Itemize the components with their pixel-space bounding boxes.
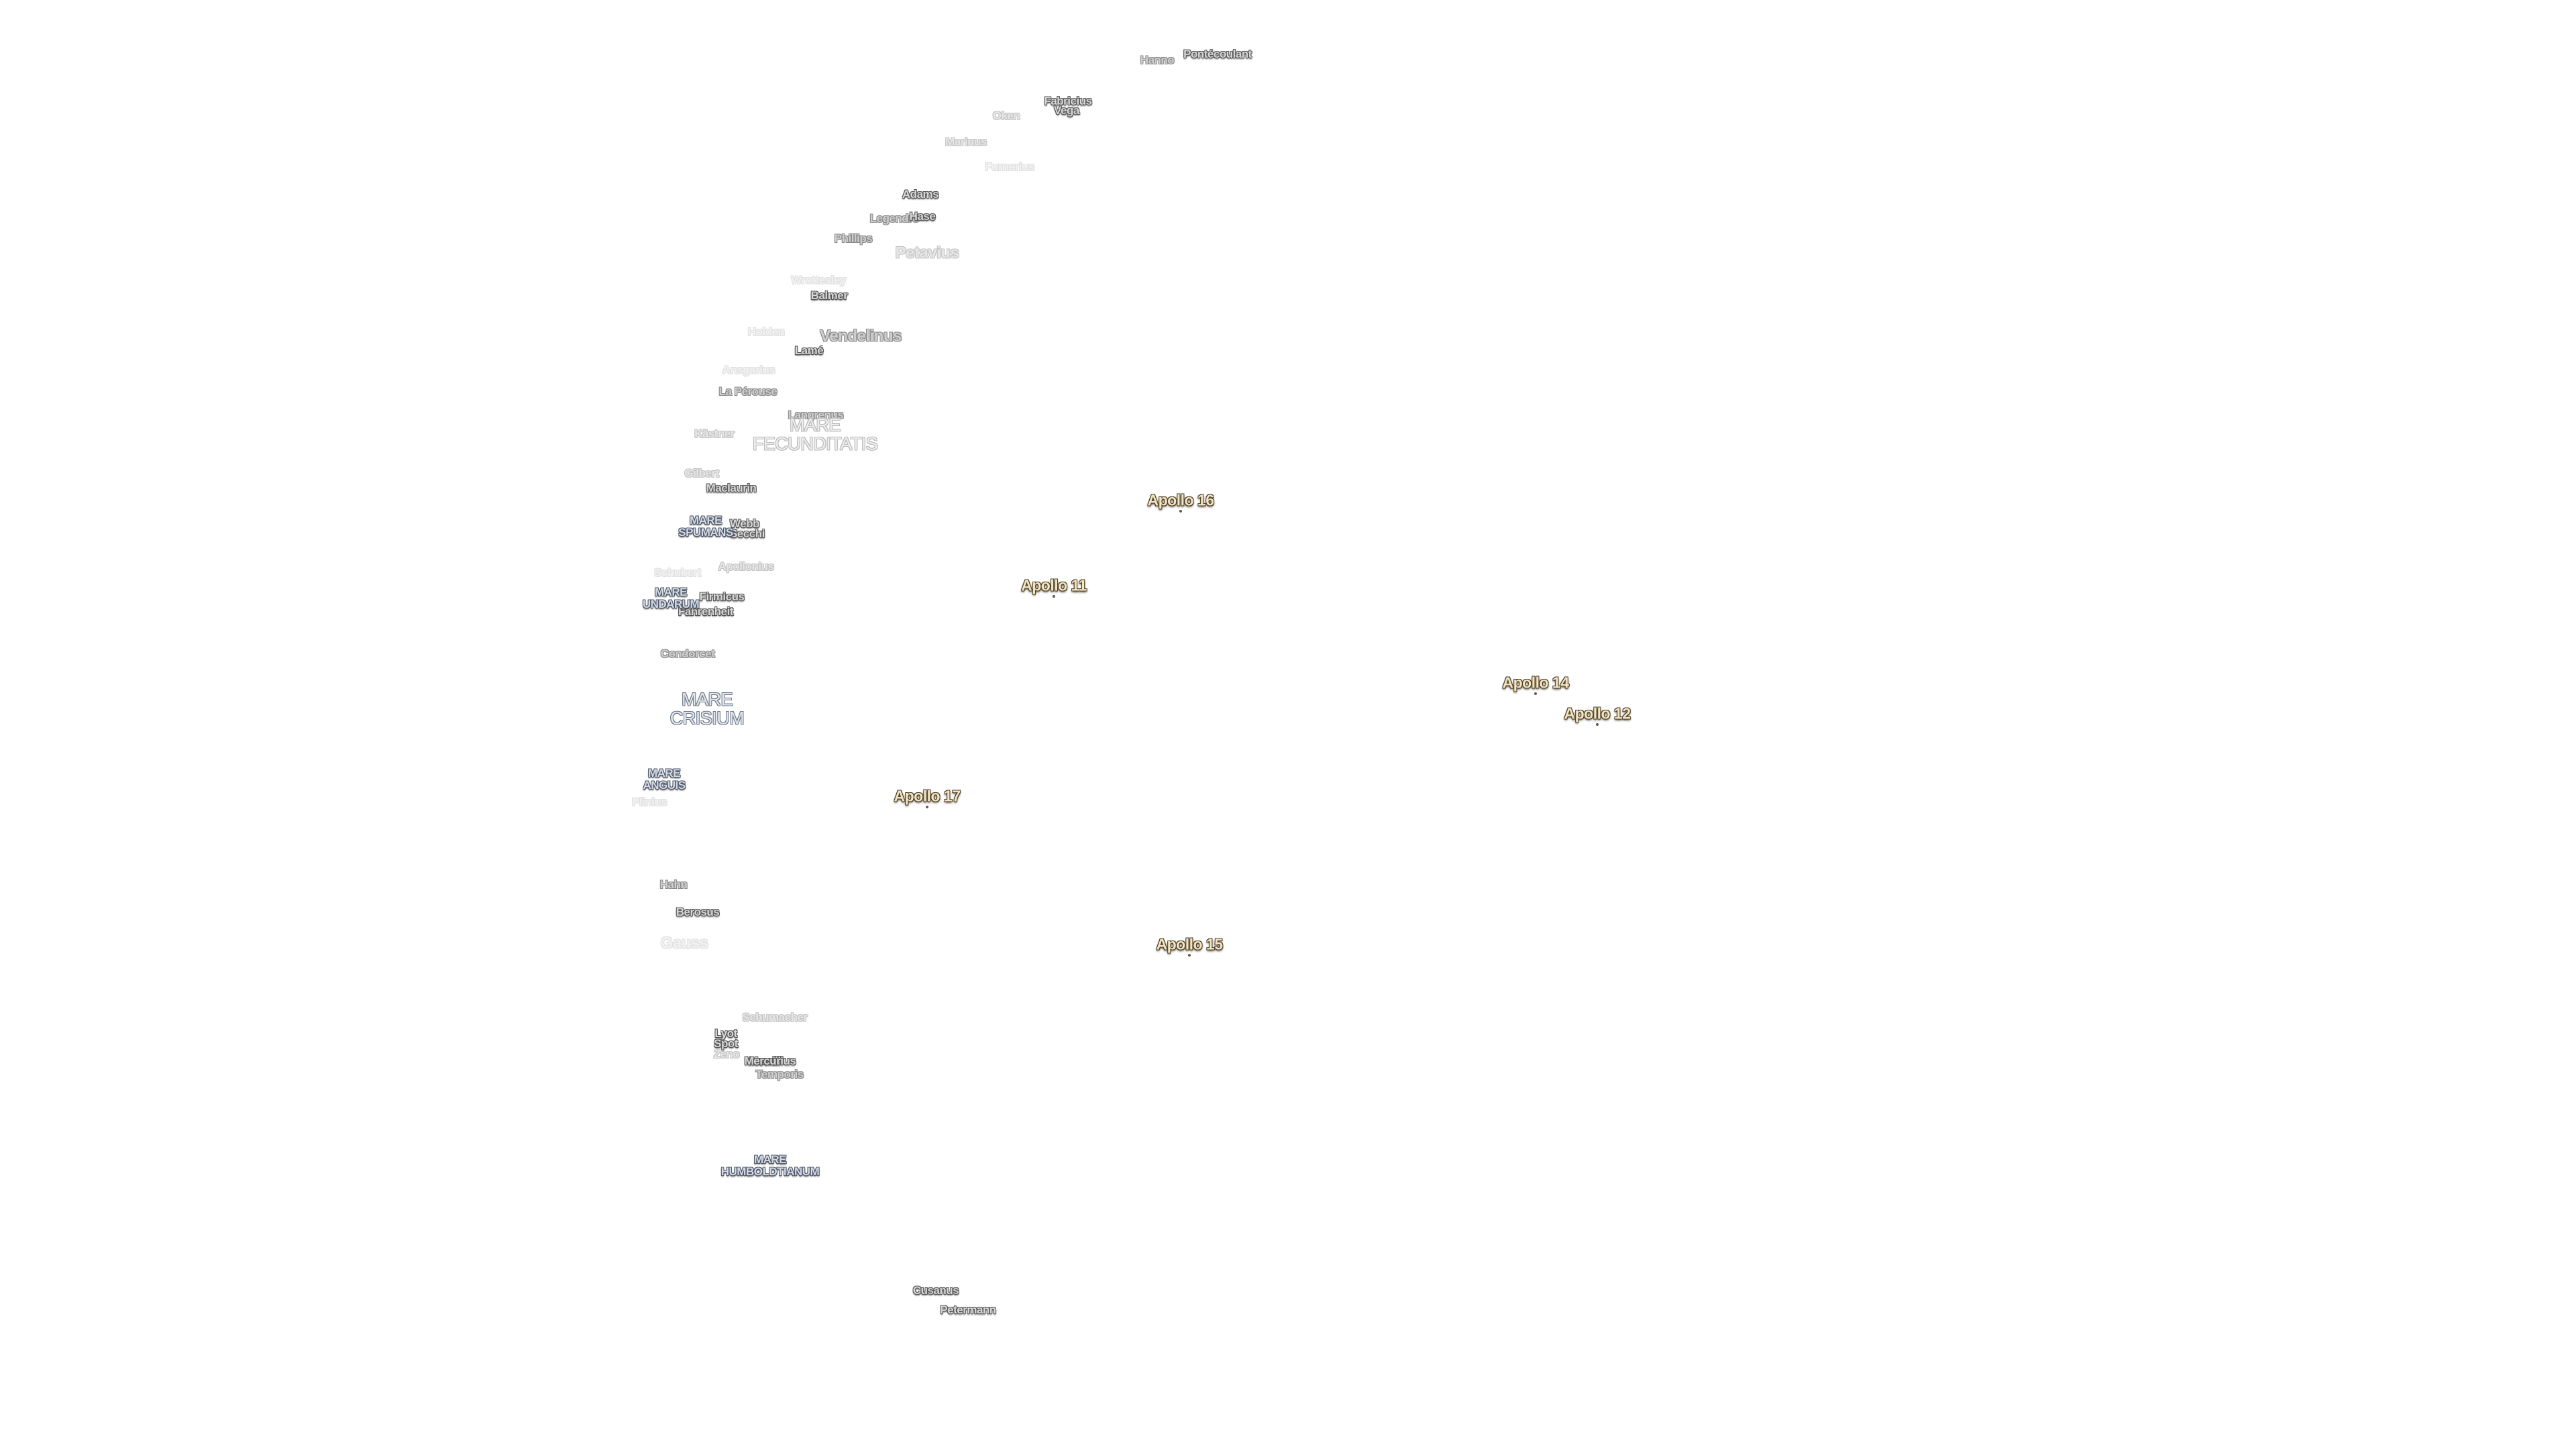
crater-label[interactable]: Condorcet	[660, 647, 715, 661]
crater-label[interactable]: Berosus	[676, 906, 720, 919]
crater-label[interactable]: Balmer	[810, 289, 848, 303]
apollo-landing-label[interactable]: Apollo 16	[1147, 491, 1214, 509]
apollo-landing-label[interactable]: Apollo 11	[1021, 576, 1087, 594]
mare-label-line: SPUMANS	[678, 526, 733, 539]
crater-label[interactable]: Marinus	[945, 136, 987, 149]
mare-label-line: MARE	[789, 415, 841, 435]
crater-label[interactable]: Webb	[730, 517, 759, 531]
mare-label-line: MARE	[681, 689, 733, 710]
mare-label[interactable]: MARE SPUMANS	[678, 515, 733, 539]
crater-label[interactable]: Hahn	[659, 878, 688, 892]
crater-label[interactable]: Zeno	[713, 1048, 740, 1061]
mare-label-line: MARE	[654, 586, 688, 599]
crater-label[interactable]: Kästner	[694, 427, 735, 441]
mare-label-line: MARE	[753, 1153, 787, 1167]
crater-label[interactable]: Firmicus	[699, 590, 745, 604]
crater-label[interactable]: Mercurius	[744, 1055, 796, 1068]
crater-label[interactable]: Schubert	[654, 566, 701, 580]
crater-label[interactable]: Adams	[902, 188, 939, 201]
mare-label[interactable]: MARE ANGUIS	[643, 767, 686, 792]
crater-label[interactable]: Maclaurin	[706, 482, 757, 495]
mare-label-line: HUMBOLDTIANUM	[720, 1165, 820, 1178]
landing-site-marker[interactable]	[926, 806, 928, 808]
crater-label[interactable]: Plinius	[631, 796, 667, 809]
landing-site-marker[interactable]	[1053, 595, 1055, 598]
mare-label-line: MARE	[689, 514, 722, 527]
crater-label[interactable]: Wrottesley	[791, 274, 846, 287]
crater-label[interactable]: Furnerius	[985, 160, 1034, 174]
crater-label[interactable]: Vega	[1054, 104, 1079, 117]
mare-label-line: MARE	[647, 767, 681, 780]
crater-label[interactable]: Lamé	[794, 344, 824, 358]
crater-label[interactable]: Merrill	[749, 1055, 781, 1068]
mare-label-line: ANGUIS	[643, 779, 686, 792]
mare-label[interactable]: MARE FECUNDITATIS	[752, 415, 878, 454]
crater-label[interactable]: Legendre	[869, 212, 919, 225]
mare-label[interactable]: MARE UNDARUM	[642, 586, 700, 610]
crater-label[interactable]: Holden	[747, 325, 785, 339]
crater-label[interactable]: Fahrenheit	[678, 605, 733, 619]
crater-label[interactable]: Hase	[909, 210, 936, 223]
mare-label-line: FECUNDITATIS	[752, 434, 878, 454]
crater-label[interactable]: Pontécoulant	[1183, 48, 1252, 61]
crater-label[interactable]: Secchi	[730, 527, 765, 541]
crater-label[interactable]: Gauss	[660, 934, 708, 953]
crater-label[interactable]: Temporis	[755, 1068, 804, 1081]
crater-label[interactable]: Oken	[992, 109, 1020, 123]
crater-label[interactable]: Spot	[714, 1037, 738, 1051]
mare-label[interactable]: MARE CRISIUM	[669, 689, 745, 729]
crater-label[interactable]: Langrenus	[788, 409, 844, 422]
crater-label[interactable]: La Pérouse	[718, 385, 777, 398]
crater-label[interactable]: Gilbert	[684, 467, 719, 480]
crater-label[interactable]: Ansgarius	[722, 364, 775, 377]
crater-label[interactable]: Phillips	[834, 232, 873, 246]
crater-label[interactable]: Lyot	[714, 1027, 737, 1040]
landing-site-marker[interactable]	[1179, 510, 1182, 513]
crater-label[interactable]: Cusanus	[912, 1284, 959, 1297]
crater-label[interactable]: Petavius	[895, 244, 959, 262]
crater-label[interactable]: Petermann	[940, 1303, 996, 1317]
crater-label[interactable]: Apollonius	[718, 560, 774, 574]
landing-site-marker[interactable]	[1596, 723, 1599, 726]
crater-label[interactable]: Fabricius	[1044, 95, 1092, 108]
apollo-landing-label[interactable]: Apollo 12	[1564, 704, 1631, 722]
apollo-landing-label[interactable]: Apollo 14	[1502, 674, 1569, 692]
apollo-landing-label[interactable]: Apollo 15	[1156, 935, 1223, 953]
mare-label-line: UNDARUM	[642, 598, 700, 610]
crater-label[interactable]: Schumacher	[742, 1011, 808, 1024]
crater-label[interactable]: Hanno	[1140, 54, 1175, 67]
crater-label[interactable]: Vendelinus	[820, 327, 902, 345]
apollo-landing-label[interactable]: Apollo 17	[894, 787, 961, 805]
landing-site-marker[interactable]	[1188, 954, 1191, 957]
landing-site-marker[interactable]	[1534, 692, 1537, 695]
mare-label-line: CRISIUM	[669, 708, 745, 729]
mare-label[interactable]: MARE HUMBOLDTIANUM	[720, 1153, 820, 1178]
